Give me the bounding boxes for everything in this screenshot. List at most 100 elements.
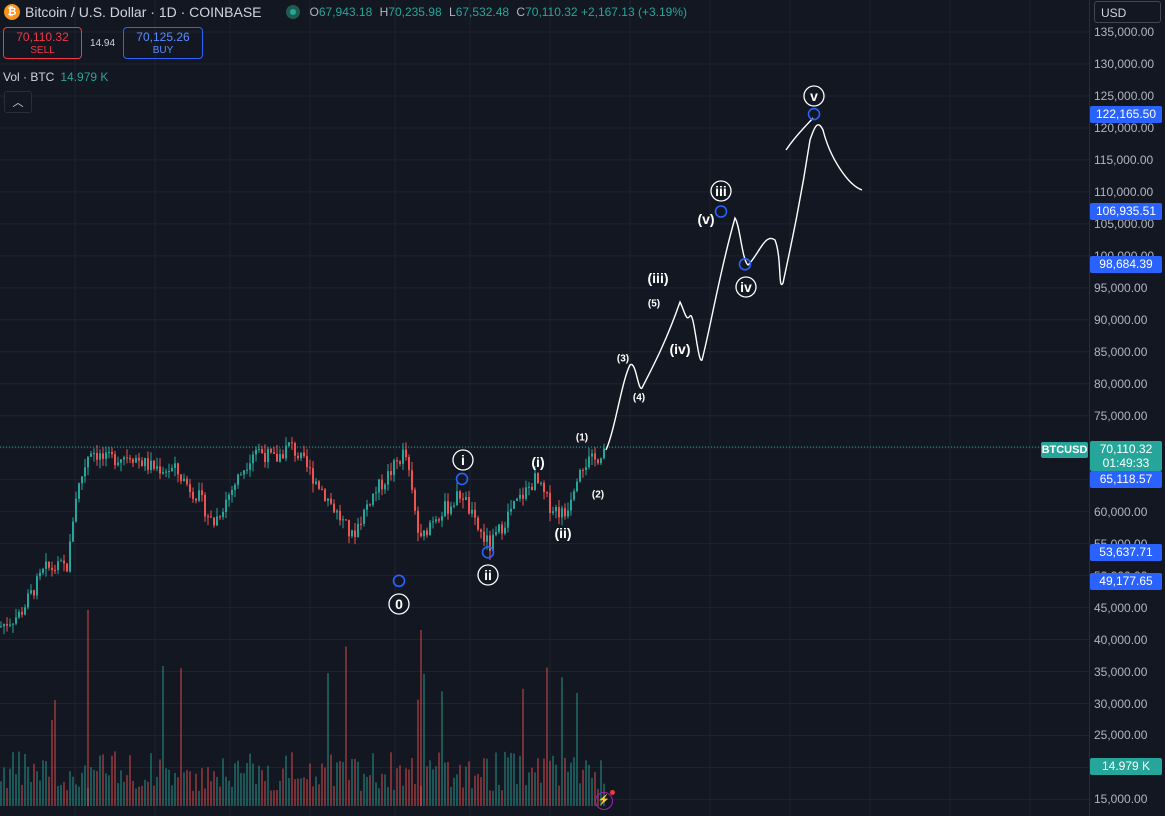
volume-bar <box>291 752 293 806</box>
candle-body <box>573 491 575 500</box>
volume-bar <box>408 769 410 806</box>
volume-bar <box>273 790 275 806</box>
volume-bar <box>258 765 260 806</box>
volume-bar <box>570 762 572 806</box>
wave-pivot-marker <box>807 107 821 121</box>
volume-bar <box>90 766 92 806</box>
volume-bar <box>246 762 248 806</box>
candle-body <box>12 623 14 625</box>
candle-body <box>195 498 197 501</box>
volume-bar <box>177 777 179 806</box>
candle-body <box>519 494 521 499</box>
volume-bar <box>501 790 503 806</box>
volume-bar <box>558 785 560 806</box>
volume-value: 14.979 K <box>60 70 109 84</box>
volume-bar <box>396 768 398 806</box>
candle-body <box>591 453 593 457</box>
candle-body <box>234 484 236 490</box>
volume-bar <box>174 773 176 806</box>
market-status-icon[interactable] <box>285 5 300 19</box>
volume-bar <box>294 779 296 806</box>
candle-body <box>477 517 479 530</box>
candle-body <box>474 509 476 518</box>
candle-body <box>411 470 413 490</box>
price-axis-tick: 85,000.00 <box>1094 344 1148 359</box>
candle-body <box>48 561 50 568</box>
volume-bar <box>549 760 551 806</box>
candle-body <box>66 563 68 572</box>
volume-bar <box>420 630 422 806</box>
volume-bar <box>363 773 365 806</box>
candle-body <box>396 460 398 462</box>
candle-body <box>366 504 368 510</box>
volume-bar <box>378 788 380 806</box>
volume-bar <box>48 776 50 806</box>
candle-body <box>189 484 191 492</box>
volume-bar <box>414 784 416 806</box>
candle-body <box>135 457 137 463</box>
price-axis-tick: 130,000.00 <box>1094 57 1155 71</box>
symbol-title[interactable]: Bitcoin / U.S. Dollar · 1D · COINBASE <box>25 4 262 20</box>
candle-body <box>96 453 98 460</box>
wave-label-circle <box>735 276 757 298</box>
volume-bar <box>423 673 425 806</box>
candle-body <box>480 529 482 532</box>
price-axis-tick: 110,000.00 <box>1094 184 1154 199</box>
candle-body <box>600 458 602 464</box>
price-level-tag: 122,165.50 <box>1090 106 1162 124</box>
candle-body <box>324 489 326 501</box>
flash-alert-icon[interactable]: ⚡ <box>595 790 615 810</box>
volume-bar <box>477 773 479 806</box>
price-level-tag: 106,935.51 <box>1090 203 1162 221</box>
candle-body <box>123 457 125 460</box>
candle-body <box>57 561 59 571</box>
volume-bar <box>87 787 89 806</box>
candle-body <box>570 499 572 511</box>
change-value: +2,167.13 (+3.19%) <box>580 5 688 19</box>
volume-bar <box>186 770 188 806</box>
candle-body <box>552 511 554 513</box>
volume-bar <box>138 786 140 806</box>
candle-body <box>270 448 272 453</box>
candle-body <box>339 510 341 521</box>
candle-body <box>369 504 371 506</box>
volume-bar <box>411 758 413 806</box>
candle-body <box>381 479 383 490</box>
volume-bar <box>327 673 329 806</box>
buy-button[interactable]: 70,125.26 BUY <box>123 27 203 59</box>
volume-bar <box>183 772 185 806</box>
candle-body <box>429 522 431 536</box>
wave-pivot-marker <box>481 546 495 559</box>
wave-label: iv <box>740 279 752 295</box>
volume-bar <box>75 784 77 806</box>
candle-body <box>105 452 107 459</box>
volume-bar <box>339 760 341 806</box>
price-axis-tick: 35,000.00 <box>1094 664 1148 679</box>
collapse-legend-button[interactable]: ︿ <box>4 91 32 113</box>
sell-button[interactable]: 70,110.32 SELL <box>3 27 82 59</box>
candle-body <box>201 490 203 495</box>
candle-body <box>117 462 119 466</box>
volume-bar <box>39 780 41 806</box>
high-label: H <box>379 5 389 19</box>
volume-bar <box>507 757 509 806</box>
buy-label: BUY <box>152 45 174 56</box>
volume-bar <box>546 667 548 806</box>
candle-body <box>21 611 23 615</box>
candle-body <box>459 491 461 499</box>
volume-bar <box>438 752 440 806</box>
volume-bar <box>483 758 485 806</box>
volume-bar <box>345 646 347 806</box>
volume-bar <box>387 787 389 806</box>
candle-body <box>228 494 230 500</box>
candle-body <box>318 481 320 489</box>
volume-bar <box>216 776 218 806</box>
candle-body <box>312 468 314 484</box>
volume-bar <box>447 762 449 806</box>
volume-bar <box>219 786 221 806</box>
volume-bar <box>435 766 437 806</box>
currency-select[interactable]: USD <box>1094 1 1161 23</box>
candle-body <box>390 471 392 475</box>
wave-label: 0 <box>395 596 403 612</box>
